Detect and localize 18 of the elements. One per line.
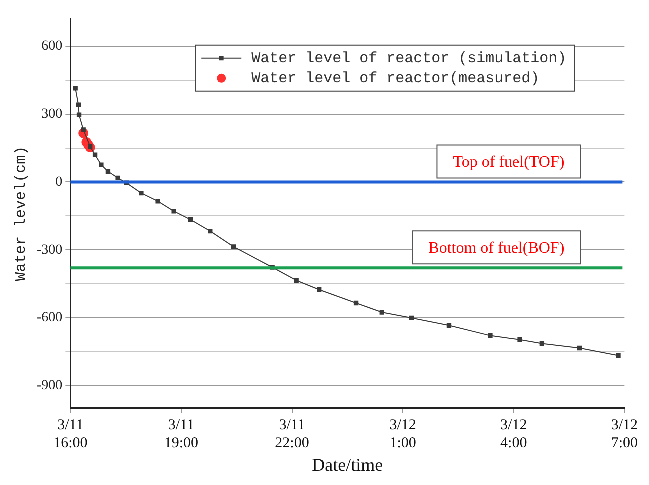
x-axis-title: Date/time (312, 454, 384, 475)
y-tick-label: 300 (42, 107, 63, 122)
ref-line-label: Bottom of fuel(BOF) (428, 240, 565, 257)
x-tick-label: 3/11 19:00 (164, 417, 199, 452)
x-tick-label: 3/11 22:00 (275, 417, 310, 452)
x-tick-label: 3/12 1:00 (390, 417, 416, 452)
y-tick-label: -900 (36, 378, 63, 394)
y-axis-title: Water level(cm) (12, 146, 30, 282)
x-tick-label: 3/12 7:00 (611, 417, 638, 452)
y-tick-label: 0 (56, 174, 63, 190)
y-tick-label: -300 (36, 242, 63, 258)
x-tick-label: 3/11 16:00 (54, 417, 88, 452)
y-tick-label: 600 (42, 39, 63, 54)
legend-label: Water level of reactor(measured) (252, 70, 540, 88)
x-tick-label: 3/12 4:00 (500, 417, 528, 452)
ref-line-label: Top of fuel(TOF) (453, 154, 565, 171)
legend-label: Water level of reactor (simulation) (252, 50, 567, 68)
y-tick-label: -600 (36, 310, 63, 326)
